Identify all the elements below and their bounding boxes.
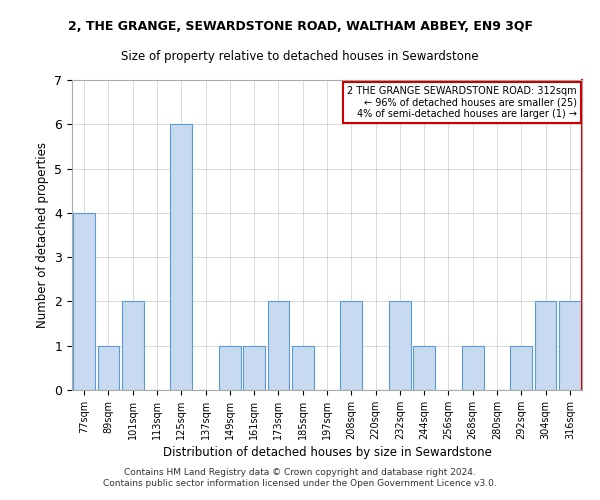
Bar bbox=[170, 124, 192, 390]
Bar bbox=[73, 213, 95, 390]
Bar bbox=[340, 302, 362, 390]
Text: Contains HM Land Registry data © Crown copyright and database right 2024.
Contai: Contains HM Land Registry data © Crown c… bbox=[103, 468, 497, 487]
Bar bbox=[389, 302, 411, 390]
Bar bbox=[268, 302, 289, 390]
Bar bbox=[413, 346, 435, 390]
Bar bbox=[535, 302, 556, 390]
Text: Size of property relative to detached houses in Sewardstone: Size of property relative to detached ho… bbox=[121, 50, 479, 63]
Bar bbox=[243, 346, 265, 390]
X-axis label: Distribution of detached houses by size in Sewardstone: Distribution of detached houses by size … bbox=[163, 446, 491, 459]
Y-axis label: Number of detached properties: Number of detached properties bbox=[36, 142, 49, 328]
Text: 2 THE GRANGE SEWARDSTONE ROAD: 312sqm
← 96% of detached houses are smaller (25)
: 2 THE GRANGE SEWARDSTONE ROAD: 312sqm ← … bbox=[347, 86, 577, 120]
Bar bbox=[219, 346, 241, 390]
Bar bbox=[559, 302, 581, 390]
Text: 2, THE GRANGE, SEWARDSTONE ROAD, WALTHAM ABBEY, EN9 3QF: 2, THE GRANGE, SEWARDSTONE ROAD, WALTHAM… bbox=[67, 20, 533, 33]
Bar bbox=[122, 302, 143, 390]
Bar bbox=[462, 346, 484, 390]
Bar bbox=[97, 346, 119, 390]
Bar bbox=[292, 346, 314, 390]
Bar bbox=[511, 346, 532, 390]
